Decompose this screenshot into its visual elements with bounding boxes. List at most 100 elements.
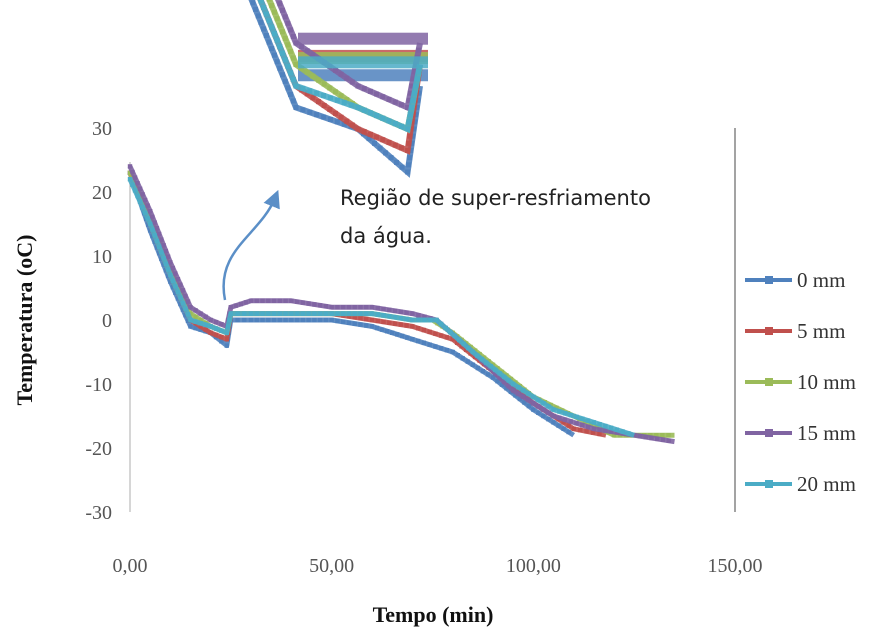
annotation-arrow — [222, 189, 280, 301]
series-point — [323, 311, 329, 316]
series-point — [173, 277, 178, 283]
series-point — [178, 301, 183, 307]
inset-series-point — [355, 126, 361, 132]
series-point — [526, 391, 531, 396]
series-point — [571, 426, 576, 431]
series-point — [150, 227, 155, 232]
series-point — [140, 198, 145, 203]
series-point — [294, 299, 300, 304]
series-point — [145, 216, 150, 221]
series-point — [203, 327, 208, 332]
inset-series-point — [377, 145, 383, 151]
annotation-line-2: da água. — [340, 224, 432, 248]
series-point — [470, 362, 476, 367]
inset-series-point — [274, 16, 280, 22]
series-point — [142, 210, 148, 215]
series-point — [379, 327, 385, 332]
inset-series-point — [321, 81, 327, 87]
series-point — [387, 307, 392, 313]
inset-series-point — [398, 123, 404, 129]
series-point — [398, 315, 404, 321]
inset-series-point — [398, 145, 404, 151]
series-point — [173, 290, 178, 295]
series-point — [438, 333, 444, 338]
inset-series-point — [277, 1, 283, 7]
series-point — [203, 322, 208, 327]
series-point — [154, 238, 160, 244]
y-tick-labels: -30 -20 -10 0 10 20 30 — [85, 118, 112, 524]
series-point — [163, 261, 169, 267]
series-point — [468, 351, 473, 356]
series-point — [175, 283, 181, 288]
inset-series-point — [332, 110, 338, 116]
inset-series-point — [392, 121, 398, 127]
inset-series-point — [406, 140, 412, 146]
series-point — [165, 267, 171, 272]
series-point — [358, 315, 363, 321]
series-point — [521, 388, 526, 393]
series-point — [188, 311, 193, 316]
series-point — [233, 303, 239, 308]
series-point — [447, 329, 453, 335]
inset-series-point — [398, 102, 404, 108]
series-point — [444, 347, 450, 353]
series-point — [137, 186, 143, 191]
inset-series-point — [299, 65, 305, 71]
series-point — [516, 385, 521, 390]
series-point — [546, 404, 551, 409]
series-point — [459, 344, 464, 349]
series-point — [364, 316, 369, 322]
series-point — [517, 396, 523, 402]
series-point — [666, 438, 671, 443]
series-point — [444, 335, 450, 340]
series-point — [551, 413, 556, 419]
series-point — [577, 427, 583, 433]
series-point — [183, 300, 188, 305]
inset-series-point — [288, 48, 294, 54]
series-point — [522, 400, 527, 405]
series-point — [175, 277, 181, 282]
series-point — [597, 431, 602, 437]
inset-series-point — [361, 129, 367, 135]
legend-marker — [765, 327, 773, 335]
series-point — [312, 317, 317, 323]
series-point — [574, 414, 579, 420]
inset-series-point — [409, 105, 415, 110]
series-point — [475, 365, 481, 371]
inset-series-point — [282, 35, 288, 41]
series-point — [203, 314, 208, 319]
legend-marker — [765, 276, 773, 284]
series-point — [541, 401, 546, 406]
inset-series-point — [314, 90, 320, 96]
inset-series-point — [405, 105, 411, 110]
inset-series-point — [280, 50, 286, 56]
inset-series-point — [406, 162, 412, 168]
series-point — [312, 302, 317, 307]
series-point — [306, 301, 311, 306]
inset-series-point — [367, 110, 373, 116]
inset-series-point — [338, 114, 344, 120]
series-point — [608, 425, 614, 431]
inset-series-point — [367, 131, 373, 137]
inset-series-point — [415, 97, 421, 103]
inset-series-point — [338, 93, 344, 99]
series-point — [145, 203, 150, 208]
legend-marker — [765, 378, 773, 386]
series-point — [502, 379, 507, 385]
series-point — [358, 322, 363, 327]
series-point — [395, 332, 400, 337]
series-point — [655, 436, 660, 442]
series-point — [183, 313, 188, 318]
series-point — [329, 311, 334, 316]
series-point — [584, 429, 589, 434]
series-point — [346, 314, 352, 319]
y-tick-label: -10 — [85, 374, 112, 396]
inset-series-point — [280, 29, 286, 35]
series-point — [480, 369, 486, 374]
series-point — [159, 237, 164, 242]
series-point — [495, 378, 500, 384]
legend-label: 15 mm — [797, 421, 856, 445]
series-point — [352, 311, 357, 316]
x-tick-label: 100,00 — [506, 555, 561, 577]
series-point — [504, 373, 509, 378]
